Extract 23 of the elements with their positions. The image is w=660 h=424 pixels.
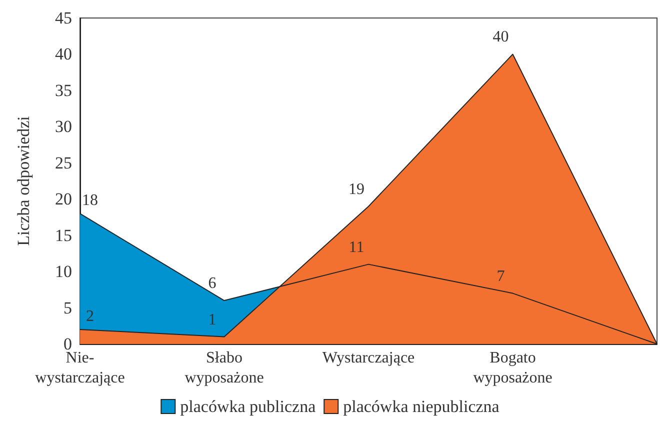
x-tick-label: Słabo wyposażone bbox=[184, 350, 264, 386]
y-tick-label: 20 bbox=[55, 190, 72, 209]
data-label: 40 bbox=[492, 28, 509, 46]
y-tick-label: 40 bbox=[55, 44, 72, 64]
y-tick-label: 25 bbox=[55, 153, 72, 172]
data-label: 19 bbox=[348, 180, 364, 198]
y-tick-label: 10 bbox=[55, 262, 72, 282]
y-tick-label: 35 bbox=[55, 80, 72, 100]
y-axis-title: Liczba odpowiedzi bbox=[14, 116, 33, 246]
y-tick-label: 45 bbox=[55, 8, 72, 28]
x-tick-label: Wystarczające bbox=[322, 350, 415, 366]
y-tick-label: 30 bbox=[55, 117, 72, 136]
legend-label: placówka niepubliczna bbox=[343, 397, 500, 416]
data-label: 6 bbox=[208, 275, 216, 292]
legend-label: placówka publiczna bbox=[180, 397, 316, 416]
data-label: 7 bbox=[496, 268, 505, 285]
y-tick-label: 5 bbox=[64, 298, 72, 318]
data-label: 1 bbox=[208, 311, 216, 328]
data-label: 11 bbox=[348, 238, 364, 256]
x-tick-label: Bogato wyposażone bbox=[473, 350, 552, 386]
y-tick-label: 15 bbox=[55, 226, 72, 245]
data-label: 2 bbox=[86, 308, 94, 326]
data-label: 18 bbox=[82, 192, 98, 210]
